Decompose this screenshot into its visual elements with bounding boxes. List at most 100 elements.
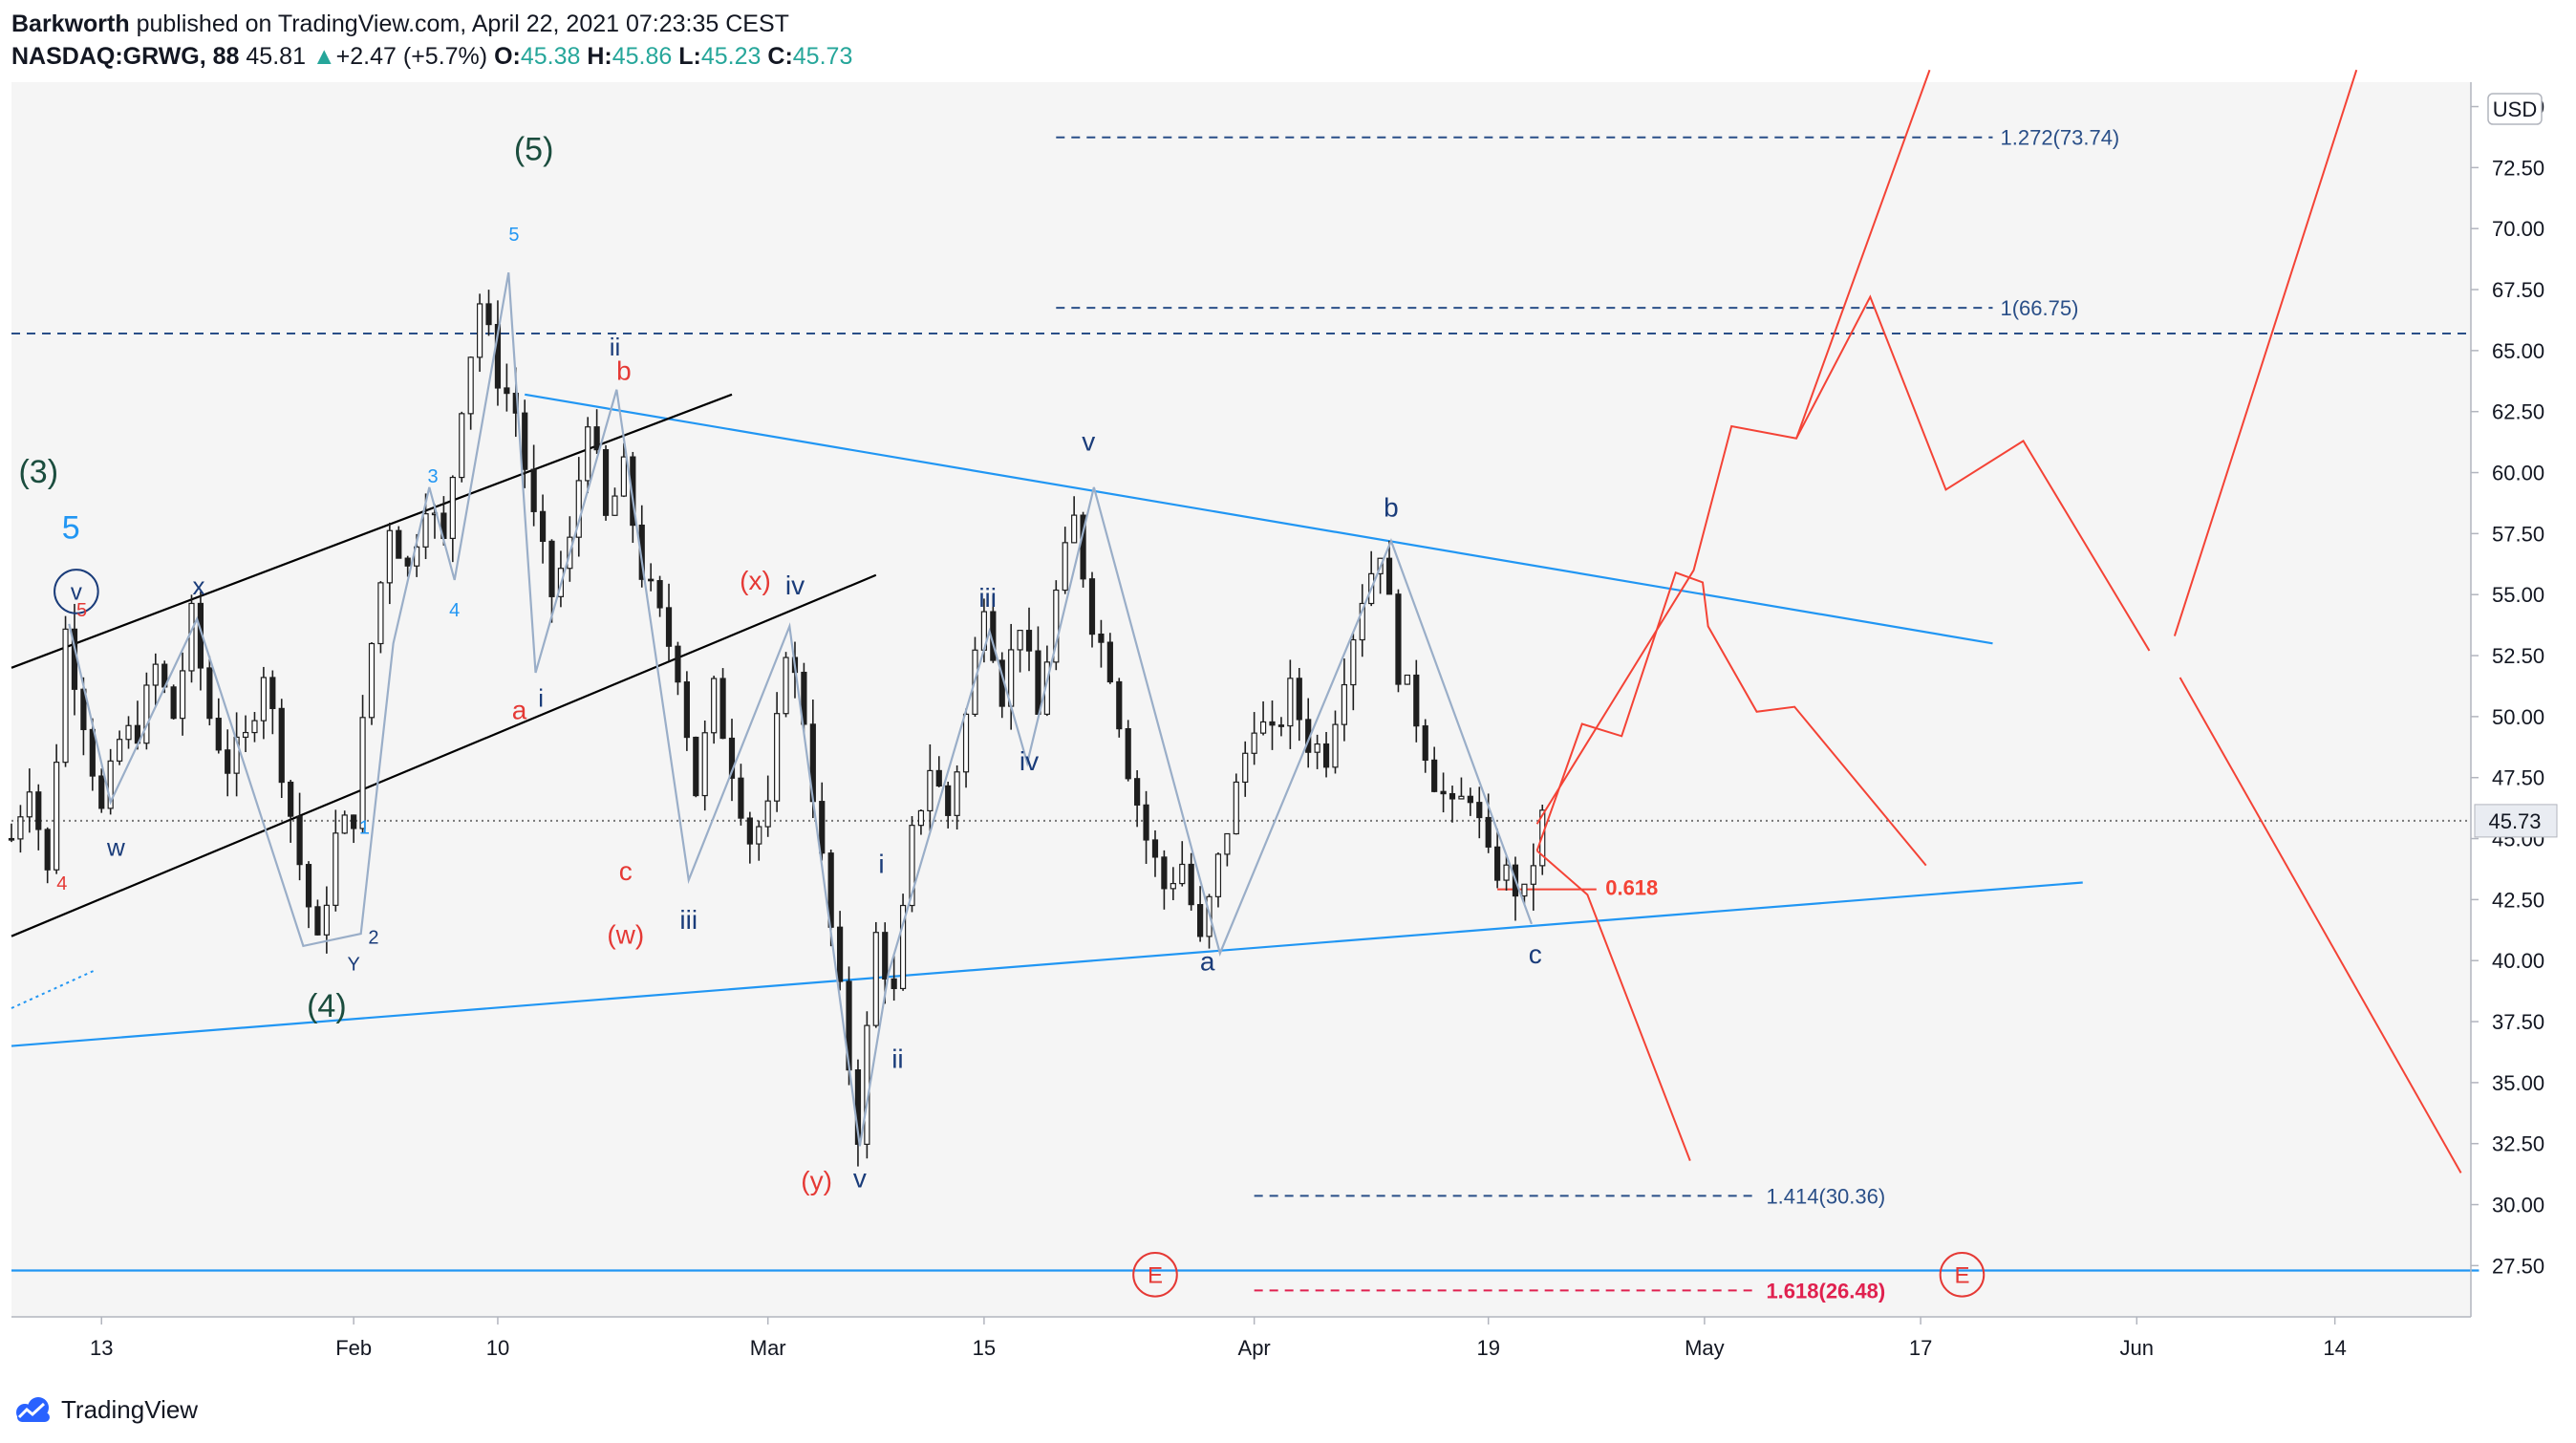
candle-body xyxy=(1413,674,1420,727)
close-label: C: xyxy=(767,43,793,70)
candle-body xyxy=(422,513,429,548)
candle-body xyxy=(899,904,907,990)
last-price: 45.81 xyxy=(246,43,306,70)
price-change: +2.47 (+5.7%) xyxy=(335,43,488,70)
candle-body xyxy=(504,387,510,395)
price-tick-label: 50.00 xyxy=(2492,705,2544,729)
price-tick-label: 67.50 xyxy=(2492,278,2544,302)
dotted-extension-line xyxy=(11,969,97,1009)
price-tick-label: 30.00 xyxy=(2492,1194,2544,1217)
wave-label: i xyxy=(878,849,884,878)
wave-label: b xyxy=(1384,492,1399,522)
candle-body xyxy=(1233,781,1239,835)
open-value: 45.38 xyxy=(520,43,581,70)
candle-body xyxy=(1214,853,1222,897)
candle-body xyxy=(1088,578,1096,635)
candle-body xyxy=(1242,752,1249,784)
candle-body xyxy=(107,760,114,809)
candle-body xyxy=(260,677,267,722)
candle-body xyxy=(1422,725,1428,762)
candle-body xyxy=(386,529,393,584)
candle-body xyxy=(575,480,582,538)
candle-body xyxy=(935,769,942,786)
chart-header: Barkworth published on TradingView.com, … xyxy=(11,8,852,73)
candle-body xyxy=(143,684,150,744)
candle-body xyxy=(693,736,699,797)
symbol-label[interactable]: NASDAQ:GRWG, 88 xyxy=(11,43,240,70)
candle-body xyxy=(1467,795,1473,804)
plot-area[interactable] xyxy=(11,82,2471,1317)
last-price-marker: 45.73 xyxy=(2474,804,2558,838)
candle-body xyxy=(359,717,366,829)
price-tick-label: 60.00 xyxy=(2492,462,2544,485)
candle-body xyxy=(764,800,771,828)
candle-body xyxy=(1322,743,1330,768)
candle-body xyxy=(612,495,618,516)
last-price-label: 45.73 xyxy=(2488,809,2541,833)
wave-label: i xyxy=(538,684,544,713)
trend-lines[interactable] xyxy=(11,393,2479,1272)
candle-body xyxy=(746,817,753,845)
price-tick-label: 65.00 xyxy=(2492,339,2544,363)
candle-body xyxy=(954,771,960,816)
fib-label: 1.618(26.48) xyxy=(1766,1279,1885,1303)
currency-box: USD xyxy=(2487,93,2543,125)
wave-label-circle xyxy=(54,569,99,614)
price-tick-label: 40.00 xyxy=(2492,949,2544,973)
candle-body xyxy=(8,837,15,841)
candle-body xyxy=(26,791,32,818)
candle-body xyxy=(530,468,537,512)
wave-label: ii xyxy=(891,1045,903,1074)
brand-name[interactable]: TradingView xyxy=(61,1394,199,1424)
fibonacci-levels[interactable]: 1.272(73.74) 1(66.75) 1.414(30.36) 1.618(26… xyxy=(1056,126,2119,1303)
candle-body xyxy=(251,720,258,734)
candle-body xyxy=(215,718,222,751)
candle-body xyxy=(1494,846,1501,881)
wave-zigzag xyxy=(68,271,1533,1147)
author-name[interactable]: Barkworth xyxy=(11,11,130,37)
time-tick-label: 14 xyxy=(2323,1336,2346,1360)
wave-path[interactable] xyxy=(68,271,1533,1147)
channel-line xyxy=(11,573,877,937)
price-tick-label: 72.50 xyxy=(2492,156,2544,180)
wave-label: (y) xyxy=(801,1166,832,1195)
price-tick-label: 42.50 xyxy=(2492,888,2544,912)
candle-body xyxy=(1143,804,1149,841)
candle-body xyxy=(242,731,249,739)
candle-body xyxy=(485,303,492,326)
candle-body xyxy=(585,426,591,482)
candle-body xyxy=(1170,882,1176,890)
horizontal-lines xyxy=(11,332,2471,822)
candle-body xyxy=(35,791,42,830)
candle-body xyxy=(909,825,915,907)
candle-body xyxy=(1296,678,1302,721)
wave-label: 3 xyxy=(428,466,439,487)
candle-body xyxy=(1098,633,1105,643)
candle-body xyxy=(1017,630,1023,651)
candle-body xyxy=(1277,724,1285,727)
candle-body xyxy=(1440,790,1447,795)
wave-label: v xyxy=(71,579,82,605)
time-tick-label: 19 xyxy=(1476,1336,1499,1360)
candle-body xyxy=(593,426,600,451)
projection-paths[interactable] xyxy=(1535,69,2462,1174)
published-info: published on TradingView.com, April 22, … xyxy=(136,11,789,37)
projection-path xyxy=(1535,294,2151,825)
candle-body xyxy=(801,671,807,725)
candle-body xyxy=(1224,832,1231,855)
candle-body xyxy=(477,303,483,358)
projection-path xyxy=(2173,69,2358,636)
tradingview-logo-icon[interactable] xyxy=(11,1396,54,1423)
candle-body xyxy=(1269,721,1276,726)
candle-body xyxy=(152,663,159,686)
candle-body xyxy=(288,781,294,817)
candle-body xyxy=(927,769,934,812)
projection-path xyxy=(2179,677,2462,1174)
high-value: 45.86 xyxy=(612,43,673,70)
candle-body xyxy=(675,645,681,683)
wave-label: E xyxy=(1148,1262,1163,1288)
low-value: 45.23 xyxy=(700,43,762,70)
candle-body xyxy=(630,456,636,527)
wave-label: (w) xyxy=(607,919,644,949)
